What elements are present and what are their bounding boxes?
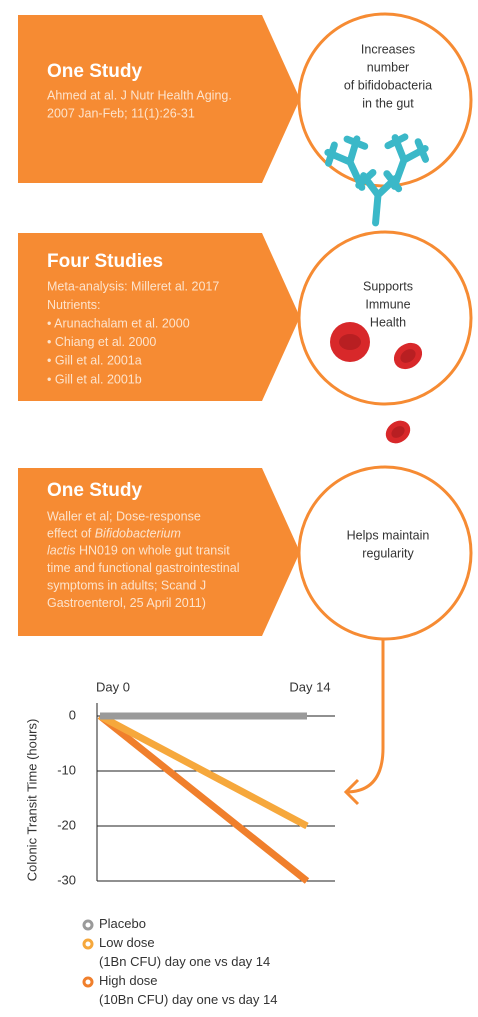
citation-line: Meta-analysis: Milleret al. 2017 (47, 279, 219, 293)
legend-label: High dose (10Bn CFU) day one vs day 14 (99, 973, 277, 1007)
citation-line: time and functional gastrointestinal (47, 561, 239, 575)
legend-label: Placebo (99, 916, 146, 931)
series-line (100, 716, 307, 881)
antibody-icon (356, 171, 400, 224)
citation-line: • Gill et al. 2001a (47, 354, 142, 368)
legend-label: Low dose (1Bn CFU) day one vs day 14 (99, 935, 270, 969)
legend-marker (84, 940, 92, 948)
citation-line: Ahmed at al. J Nutr Health Aging. (47, 88, 232, 102)
benefit-text: Supports (363, 279, 413, 293)
y-tick-label: -30 (57, 872, 76, 887)
benefit-text: Health (370, 315, 406, 329)
citation-line: Nutrients: (47, 298, 101, 312)
blood-cell-center (339, 334, 361, 350)
legend-line: Placebo (99, 916, 146, 931)
benefit-text: Increases (361, 42, 415, 56)
benefit-text: in the gut (362, 96, 414, 110)
benefit-text: Helps maintain (347, 528, 430, 542)
citation-line: 2007 Jan-Feb; 11(1):26-31 (47, 106, 195, 120)
y-tick-label: -20 (57, 817, 76, 832)
benefit-text: regularity (362, 546, 414, 560)
citation-line: • Arunachalam et al. 2000 (47, 316, 190, 330)
citation-line: • Gill et al. 2001b (47, 372, 142, 386)
antibody-shape (356, 171, 400, 224)
x-tick-label: Day 14 (289, 679, 330, 694)
citation-line: lactis HN019 on whole gut transit (47, 544, 230, 558)
x-tick-label: Day 0 (96, 679, 130, 694)
infographic: One Study Ahmed at al. J Nutr Health Agin… (0, 0, 478, 1017)
legend-line: (10Bn CFU) day one vs day 14 (99, 992, 277, 1007)
citation-line: Gastroenterol, 25 April 2011) (47, 596, 206, 610)
citation-line: symptoms in adults; Scand J (47, 578, 206, 592)
citation-line: effect of Bifidobacterium (47, 527, 181, 541)
legend-marker (84, 978, 92, 986)
benefit-text: of bifidobacteria (344, 78, 432, 92)
legend-marker (84, 921, 92, 929)
section-title: Four Studies (47, 251, 163, 272)
citation-line: • Chiang et al. 2000 (47, 335, 156, 349)
y-axis-label: Colonic Transit Time (hours) (24, 719, 39, 882)
benefit-text: number (367, 60, 409, 74)
connector-arrow (346, 640, 383, 792)
benefit-text: Immune (365, 297, 410, 311)
y-tick-label: 0 (69, 707, 76, 722)
section-title: One Study (47, 61, 142, 82)
citation-segment: effect of (47, 527, 95, 541)
citation-segment: lactis (47, 544, 75, 558)
y-tick-label: -10 (57, 762, 76, 777)
section-title: One Study (47, 480, 142, 501)
legend-line: Low dose (99, 935, 155, 950)
legend-line: High dose (99, 973, 158, 988)
citation-line: Waller et al; Dose-response (47, 509, 201, 523)
citation-segment: HN019 on whole gut transit (75, 544, 230, 558)
legend-line: (1Bn CFU) day one vs day 14 (99, 954, 270, 969)
citation-segment: Bifidobacterium (95, 527, 181, 541)
